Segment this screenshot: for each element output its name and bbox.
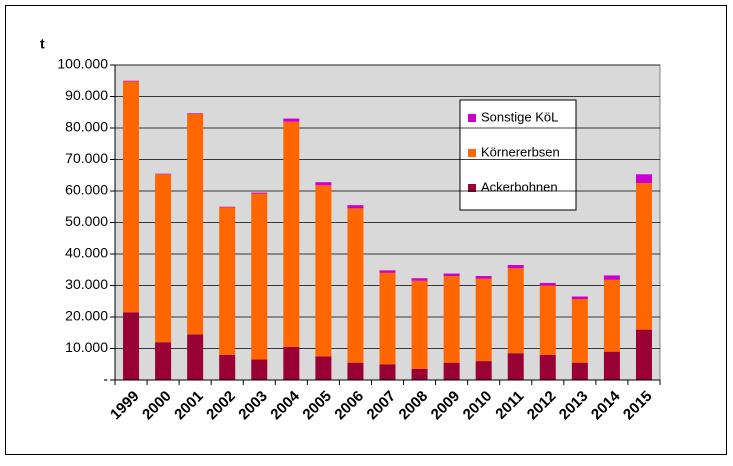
y-tick-label: 100.000 (57, 56, 108, 72)
y-tick-label: 70.000 (65, 150, 108, 166)
bar-segment (411, 280, 428, 369)
bar-segment (539, 354, 556, 380)
bar-segment (219, 206, 236, 208)
bar-segment (635, 329, 652, 380)
bar-segment (187, 334, 204, 380)
bar-segment (443, 276, 460, 363)
y-tick-label: 50.000 (65, 213, 108, 229)
bar-segment (123, 312, 140, 380)
bar-segment (315, 182, 332, 186)
bar-segment (155, 174, 172, 343)
bar-segment (571, 299, 588, 363)
bar-segment (315, 185, 332, 357)
legend-swatch (468, 114, 476, 122)
bar-segment (347, 208, 364, 363)
bar-segment (507, 265, 524, 269)
bar-segment (315, 356, 332, 380)
bar-segment (635, 174, 652, 184)
bar-segment (443, 273, 460, 277)
legend-swatch (468, 184, 476, 192)
bar-segment (219, 207, 236, 355)
bar-segment (379, 364, 396, 380)
bar-segment (283, 118, 300, 122)
y-tick-label: - (103, 371, 108, 387)
y-tick-label: 90.000 (65, 87, 108, 103)
bar-segment (603, 279, 620, 352)
legend-swatch (468, 149, 476, 157)
bar-segment (123, 80, 140, 82)
legend-label: Körnererbsen (481, 144, 560, 159)
bar-segment (539, 285, 556, 355)
bar-segment (603, 351, 620, 380)
y-axis-label: t (40, 36, 45, 52)
y-tick-label: 60.000 (65, 182, 108, 198)
bar-segment (571, 296, 588, 300)
bar-segment (187, 113, 204, 114)
bar-segment (251, 193, 268, 360)
bar-segment (475, 278, 492, 362)
bar-segment (123, 81, 140, 313)
bar-segment (475, 361, 492, 380)
bar-segment (603, 275, 620, 280)
bar-segment (283, 121, 300, 347)
y-tick-label: 20.000 (65, 308, 108, 324)
bar-segment (539, 282, 556, 286)
bar-segment (219, 354, 236, 380)
legend-label: Sonstige KöL (481, 109, 558, 124)
legend-box (459, 99, 577, 211)
bar-segment (379, 270, 396, 273)
bar-segment (571, 362, 588, 380)
y-tick-label: 30.000 (65, 276, 108, 292)
bar-segment (507, 353, 524, 380)
bar-segment (283, 346, 300, 380)
bar-segment (155, 342, 172, 380)
bar-segment (475, 276, 492, 279)
bar-segment (187, 113, 204, 335)
bar-segment (411, 278, 428, 281)
bar-segment (347, 362, 364, 380)
y-tick-label: 40.000 (65, 245, 108, 261)
legend: Ackerbohnen Körnererbsen Sonstige KöL (459, 99, 577, 211)
y-tick-label: 10.000 (65, 339, 108, 355)
bar-segment (347, 205, 364, 209)
y-tick-label: 80.000 (65, 119, 108, 135)
bar-segment (443, 362, 460, 380)
legend-label: Ackerbohnen (481, 179, 558, 194)
bar-segment (155, 173, 172, 175)
bar-segment (635, 183, 652, 330)
bar-segment (411, 368, 428, 380)
bar-segment (251, 192, 268, 194)
bar-segment (507, 268, 524, 354)
bar-segment (379, 272, 396, 365)
bar-segment (251, 359, 268, 380)
